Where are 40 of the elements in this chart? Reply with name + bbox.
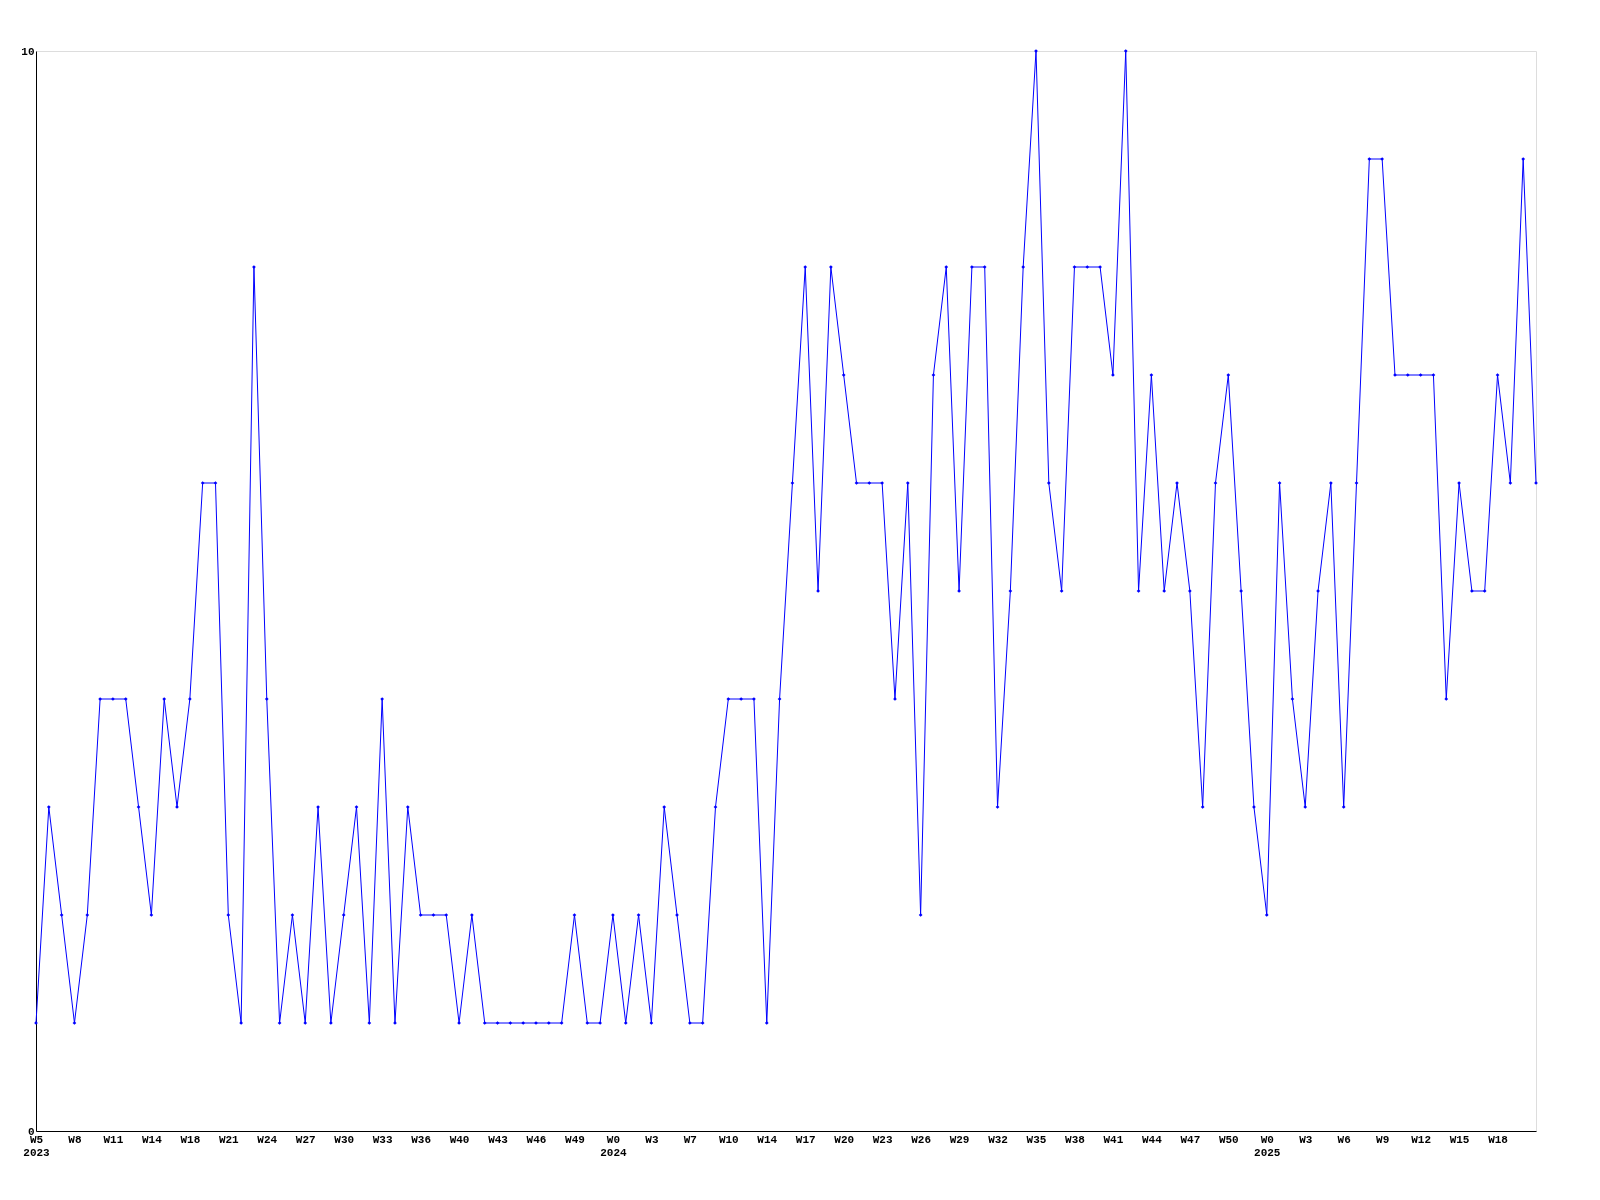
- x-tick-label: W47: [1180, 1133, 1201, 1146]
- x-tick-label: W5 2023: [23, 1133, 51, 1159]
- x-tick-label: W43: [488, 1133, 509, 1146]
- x-tick-label: W0 2025: [1254, 1133, 1281, 1159]
- x-tick-label: W0 2024: [600, 1133, 628, 1159]
- x-tick-label: W6: [1337, 1133, 1351, 1146]
- x-tick-label: W27: [295, 1133, 316, 1146]
- x-tick-label: W14: [757, 1133, 778, 1146]
- x-tick-label: W15: [1449, 1133, 1470, 1146]
- x-tick-label: W30: [334, 1133, 355, 1146]
- x-tick-label: W46: [526, 1133, 547, 1146]
- x-tick-label: W21: [218, 1133, 240, 1146]
- x-tick-label: W23: [872, 1133, 893, 1146]
- x-tick-label: W8: [68, 1133, 82, 1146]
- x-tick-label: W38: [1065, 1133, 1086, 1146]
- x-tick-label: W18: [1488, 1133, 1509, 1146]
- x-tick-label: W17: [795, 1133, 816, 1146]
- x-tick-label: W10: [718, 1133, 739, 1146]
- x-tick-label: W33: [372, 1133, 393, 1146]
- x-tick-label: W32: [988, 1133, 1008, 1146]
- x-tick-label: W41: [1103, 1133, 1124, 1146]
- x-tick-label: W3: [1299, 1133, 1313, 1146]
- x-tick-label: W40: [449, 1133, 470, 1146]
- x-tick-label: W18: [180, 1133, 201, 1146]
- x-tick-label: W11: [103, 1133, 124, 1146]
- x-tick-label: W26: [911, 1133, 932, 1146]
- x-tick-label: W49: [565, 1133, 585, 1146]
- x-tick-label: W7: [683, 1133, 697, 1146]
- x-tick-label: W3: [645, 1133, 659, 1146]
- x-tick-label: W29: [949, 1133, 970, 1146]
- x-tick-label: W44: [1141, 1133, 1163, 1146]
- x-tick-label: W14: [141, 1133, 163, 1146]
- y-tick-label: 10: [21, 45, 35, 58]
- x-tick-label: W20: [834, 1133, 855, 1146]
- x-tick-label: W12: [1411, 1133, 1432, 1146]
- x-tick-label: W50: [1218, 1133, 1239, 1146]
- x-tick-label: W9: [1376, 1133, 1390, 1146]
- x-tick-label: W24: [257, 1133, 278, 1146]
- x-tick-label: W36: [411, 1133, 432, 1146]
- x-tick-label: W35: [1026, 1133, 1047, 1146]
